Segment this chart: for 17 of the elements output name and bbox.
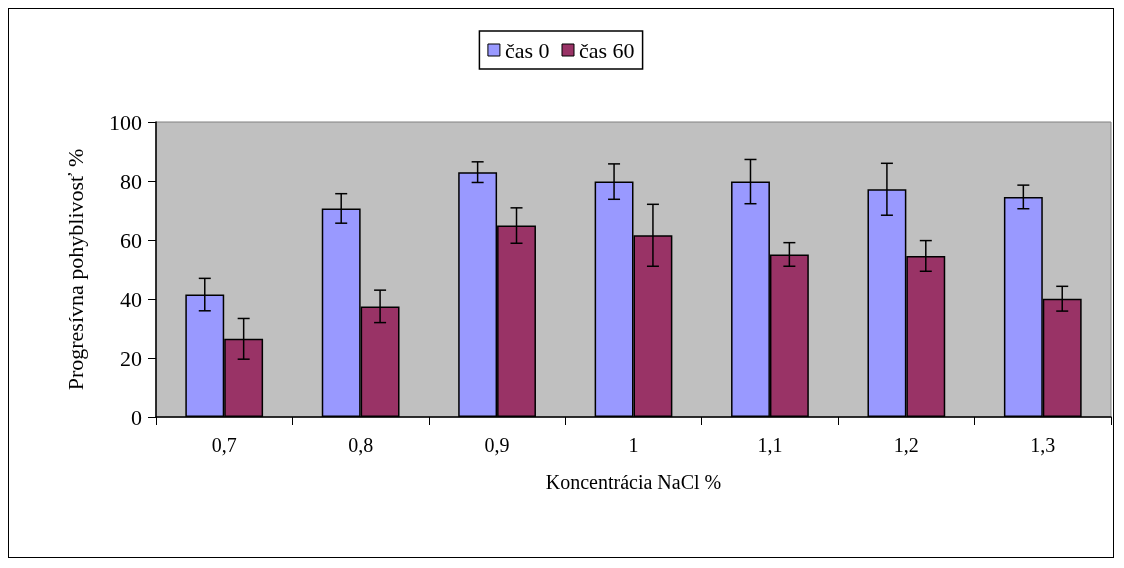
x-tick-label: 0,9	[484, 434, 510, 456]
y-tick-label: 100	[109, 109, 142, 135]
x-tick-label: 1,2	[893, 434, 919, 456]
y-tick-label: 80	[120, 168, 142, 194]
y-axis-title: Progresívna pohyblivosť %	[62, 148, 88, 391]
x-axis-title: Koncentrácia NaCl %	[545, 471, 722, 493]
x-tick-label: 0,7	[211, 434, 237, 456]
legend-label: čas 0	[504, 37, 550, 63]
x-tick-label: 1	[628, 434, 639, 456]
x-tick-label: 0,8	[348, 434, 374, 456]
x-tick-label: 1,1	[757, 434, 783, 456]
y-tick-label: 0	[131, 404, 142, 430]
legend-label: čas 60	[579, 37, 635, 63]
y-tick-label: 20	[120, 345, 142, 371]
y-tick-label: 40	[120, 286, 142, 312]
y-tick-label: 60	[120, 227, 142, 253]
x-tick-label: 1,3	[1030, 434, 1056, 456]
